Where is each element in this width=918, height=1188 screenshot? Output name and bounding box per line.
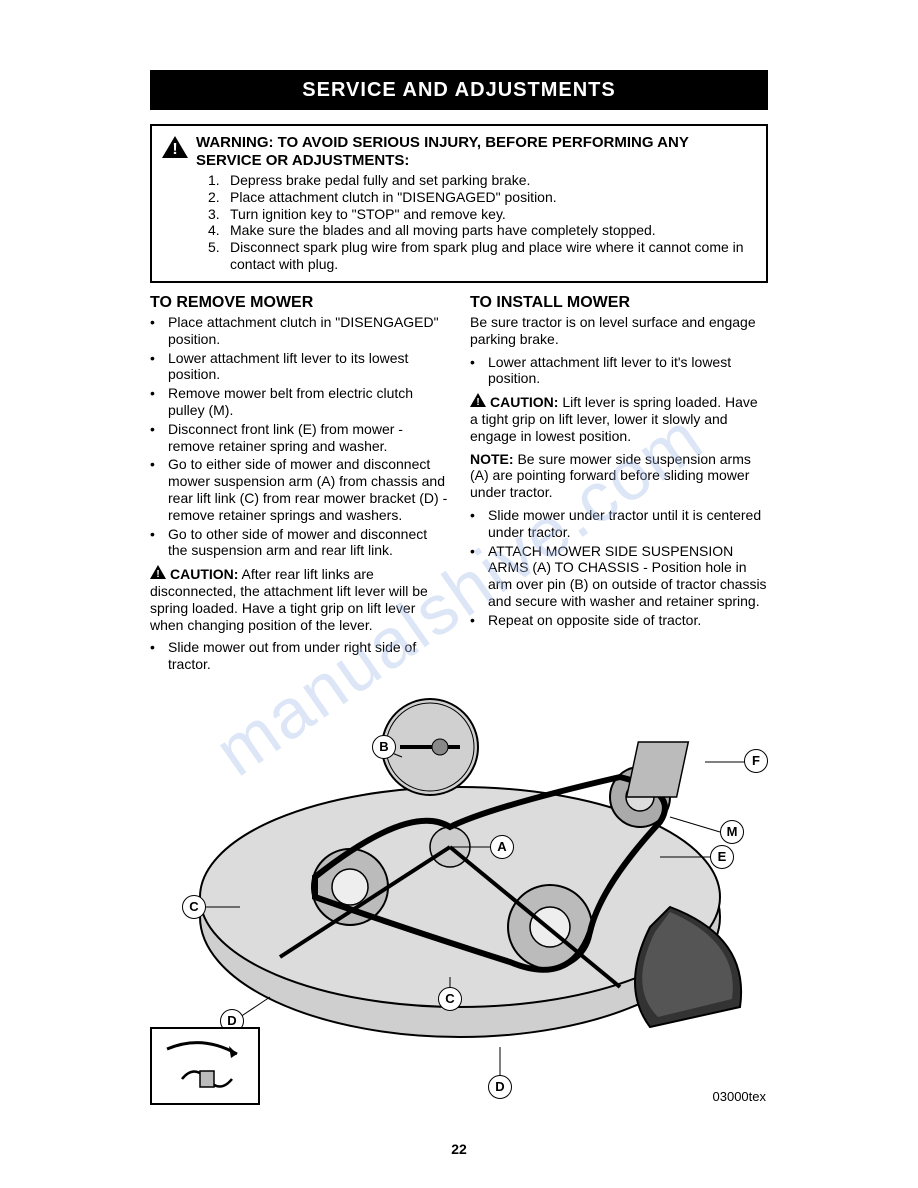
svg-text:!: ! <box>476 397 479 407</box>
warning-list: 1. Depress brake pedal fully and set park… <box>208 172 756 273</box>
warning-item: Turn ignition key to "STOP" and remove k… <box>230 206 506 223</box>
callout-m: M <box>720 820 744 844</box>
warning-item: Disconnect spark plug wire from spark pl… <box>230 239 756 273</box>
list-item: Go to either side of mower and disconnec… <box>168 456 448 523</box>
list-item: Disconnect front link (E) from mower - r… <box>168 421 448 455</box>
list-item: Go to other side of mower and disconnect… <box>168 526 448 560</box>
list-item: Slide mower under tractor until it is ce… <box>488 507 768 541</box>
mower-diagram: B A C C D D E F M 03000tex <box>150 687 770 1107</box>
warning-box: ! WARNING: TO AVOID SERIOUS INJURY, BEFO… <box>150 124 768 283</box>
warning-num: 3. <box>208 206 224 223</box>
list-item: ATTACH MOWER SIDE SUSPENSION ARMS (A) TO… <box>488 543 768 610</box>
callout-c2: C <box>438 987 462 1011</box>
callout-a: A <box>490 835 514 859</box>
page-number: 22 <box>0 1141 918 1158</box>
remove-bullet-list-2: Slide mower out from under right side of… <box>150 639 448 673</box>
list-item: Remove mower belt from electric clutch p… <box>168 385 448 419</box>
list-item: Slide mower out from under right side of… <box>168 639 448 673</box>
svg-text:!: ! <box>156 569 159 579</box>
caution-label: CAUTION: <box>490 394 558 411</box>
warning-item: Depress brake pedal fully and set parkin… <box>230 172 530 189</box>
page-title-bar: SERVICE AND ADJUSTMENTS <box>150 70 768 110</box>
caution-icon: ! <box>470 393 486 411</box>
list-item: Lower attachment lift lever to it's lowe… <box>488 354 768 388</box>
install-note: NOTE: Be sure mower side suspension arms… <box>470 451 768 501</box>
install-mower-heading: TO INSTALL MOWER <box>470 293 768 312</box>
list-item: Repeat on opposite side of tractor. <box>488 612 701 629</box>
list-item: Place attachment clutch in "DISENGAGED" … <box>168 314 448 348</box>
callout-d2: D <box>488 1075 512 1099</box>
callout-f: F <box>744 749 768 773</box>
install-bullet-list-2: Slide mower under tractor until it is ce… <box>470 507 768 629</box>
callout-b: B <box>372 735 396 759</box>
right-column: TO INSTALL MOWER Be sure tractor is on l… <box>470 293 768 679</box>
remove-caution: ! CAUTION: After rear lift links are dis… <box>150 565 448 633</box>
warning-num: 1. <box>208 172 224 189</box>
warning-num: 5. <box>208 239 224 273</box>
remove-mower-heading: TO REMOVE MOWER <box>150 293 448 312</box>
caution-label: CAUTION: <box>170 566 238 583</box>
note-label: NOTE: <box>470 451 514 467</box>
callout-c: C <box>182 895 206 919</box>
install-intro: Be sure tractor is on level surface and … <box>470 314 768 348</box>
left-column: TO REMOVE MOWER Place attachment clutch … <box>150 293 448 679</box>
warning-icon: ! <box>162 136 188 162</box>
list-item: Lower attachment lift lever to its lowes… <box>168 350 448 384</box>
callout-e: E <box>710 845 734 869</box>
warning-item: Make sure the blades and all moving part… <box>230 222 656 239</box>
two-column-body: TO REMOVE MOWER Place attachment clutch … <box>150 293 768 679</box>
warning-num: 4. <box>208 222 224 239</box>
retainer-spring-inset <box>150 1027 260 1105</box>
install-bullet-list-1: Lower attachment lift lever to it's lowe… <box>470 354 768 388</box>
figure-id-label: 03000tex <box>713 1089 767 1105</box>
warning-item: Place attachment clutch in "DISENGAGED" … <box>230 189 557 206</box>
warning-title: WARNING: TO AVOID SERIOUS INJURY, BEFORE… <box>196 134 756 170</box>
remove-bullet-list: Place attachment clutch in "DISENGAGED" … <box>150 314 448 559</box>
svg-text:!: ! <box>172 141 177 158</box>
install-caution: ! CAUTION: Lift lever is spring loaded. … <box>470 393 768 444</box>
warning-num: 2. <box>208 189 224 206</box>
caution-icon: ! <box>150 565 166 583</box>
